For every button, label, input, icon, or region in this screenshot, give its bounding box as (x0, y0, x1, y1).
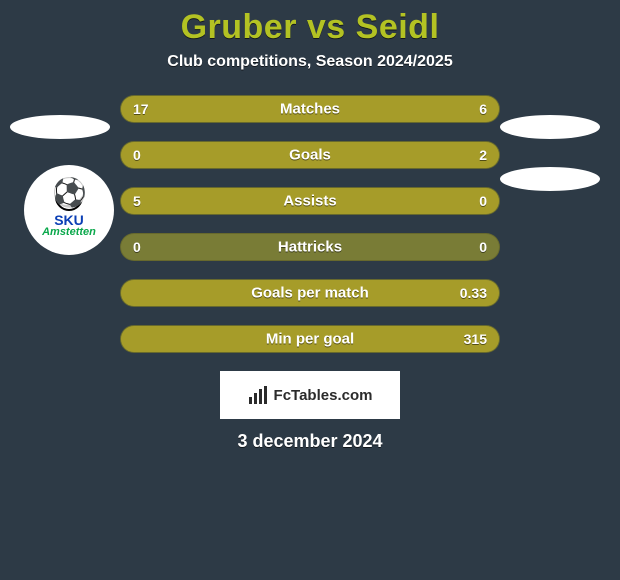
stat-row: 176Matches (120, 95, 500, 123)
stat-row: 0.33Goals per match (120, 279, 500, 307)
logo-line-1: SKU (42, 213, 96, 227)
source-badge[interactable]: FcTables.com (220, 371, 400, 419)
club-logo-inner: SKU Amstetten (42, 183, 96, 238)
stat-row: 315Min per goal (120, 325, 500, 353)
source-badge-text: FcTables.com (274, 387, 373, 404)
stat-bars: 176Matches 02Goals 50Assists 00Hattricks 0.3… (120, 95, 500, 353)
page-title: Gruber vs Seidl (0, 8, 620, 47)
chart-icon (248, 385, 268, 405)
stat-row: 00Hattricks (120, 233, 500, 261)
stat-label: Min per goal (121, 331, 499, 348)
logo-line-2: Amstetten (42, 227, 96, 238)
right-placeholder-ellipse-1 (500, 115, 600, 139)
club-logo: SKU Amstetten (24, 165, 114, 255)
date-label: 3 december 2024 (0, 431, 620, 452)
soccer-ball-icon (55, 183, 83, 211)
subtitle: Club competitions, Season 2024/2025 (0, 53, 620, 71)
stat-label: Goals per match (121, 285, 499, 302)
stat-label: Assists (121, 193, 499, 210)
stat-label: Goals (121, 147, 499, 164)
right-placeholder-ellipse-2 (500, 167, 600, 191)
stat-row: 50Assists (120, 187, 500, 215)
body: SKU Amstetten 176Matches 02Goals 50Assists… (0, 95, 620, 452)
stat-row: 02Goals (120, 141, 500, 169)
stat-label: Matches (121, 101, 499, 118)
left-placeholder-ellipse (10, 115, 110, 139)
stat-label: Hattricks (121, 239, 499, 256)
comparison-card: Gruber vs Seidl Club competitions, Seaso… (0, 0, 620, 580)
